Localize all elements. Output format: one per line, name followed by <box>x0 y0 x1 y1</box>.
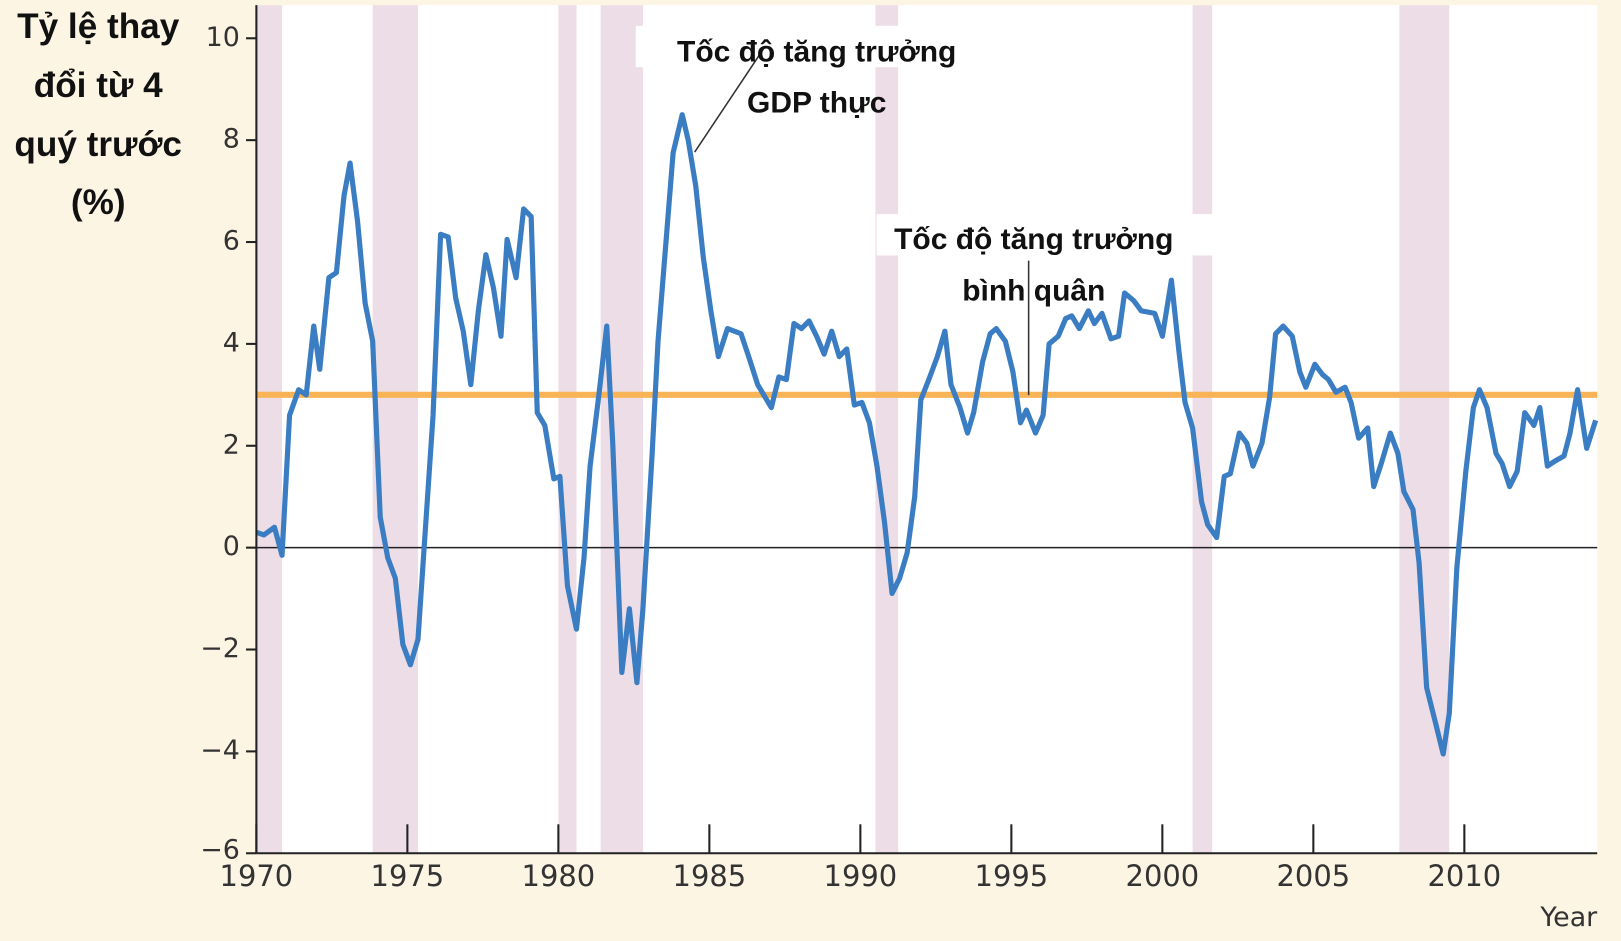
x-axis-label: Year <box>1539 902 1598 933</box>
x-tick-label: 2000 <box>1126 859 1200 893</box>
x-tick-label: 1970 <box>220 859 294 893</box>
leader-line <box>694 46 766 153</box>
annotation: GDP thực <box>747 86 886 119</box>
recession-band <box>1192 5 1213 854</box>
y-axis-label: quý trước <box>14 125 182 164</box>
y-tick-label: −2 <box>200 633 240 664</box>
recession-band <box>875 5 899 854</box>
annotation: Tốc độ tăng trưởng <box>894 223 1173 256</box>
x-tick-label: 1980 <box>522 859 596 893</box>
annotation: bình quân <box>962 275 1105 308</box>
x-tick-label: 1990 <box>824 859 898 893</box>
y-axis-label: (%) <box>71 183 126 222</box>
y-tick-label: 0 <box>223 531 240 562</box>
recession-band <box>1399 5 1450 854</box>
x-tick-label: 2005 <box>1277 859 1351 893</box>
annotation-bg <box>876 214 1217 256</box>
x-tick-label: 1995 <box>975 859 1049 893</box>
plot-area <box>256 5 1598 854</box>
y-tick-label: 10 <box>206 22 240 53</box>
recession-band <box>372 5 418 854</box>
x-tick-label: 1985 <box>673 859 747 893</box>
x-tick-label: 1975 <box>371 859 445 893</box>
annotation: Tốc độ tăng trưởng <box>677 36 956 69</box>
y-tick-label: 2 <box>223 429 240 460</box>
recession-band <box>600 5 643 854</box>
y-axis-label: Tỷ lệ thay <box>17 7 180 46</box>
annotation-bg <box>635 25 967 68</box>
y-tick-label: 6 <box>223 226 240 257</box>
y-tick-label: −4 <box>200 735 240 766</box>
y-axis-label: đổi từ 4 <box>34 66 163 105</box>
y-tick-label: 4 <box>223 327 240 358</box>
gdp-line <box>255 112 1599 757</box>
y-tick-label: 8 <box>223 124 240 155</box>
y-tick-label: −6 <box>200 835 240 866</box>
recession-band <box>256 5 283 854</box>
recession-band <box>558 5 577 854</box>
x-tick-label: 2010 <box>1428 859 1502 893</box>
